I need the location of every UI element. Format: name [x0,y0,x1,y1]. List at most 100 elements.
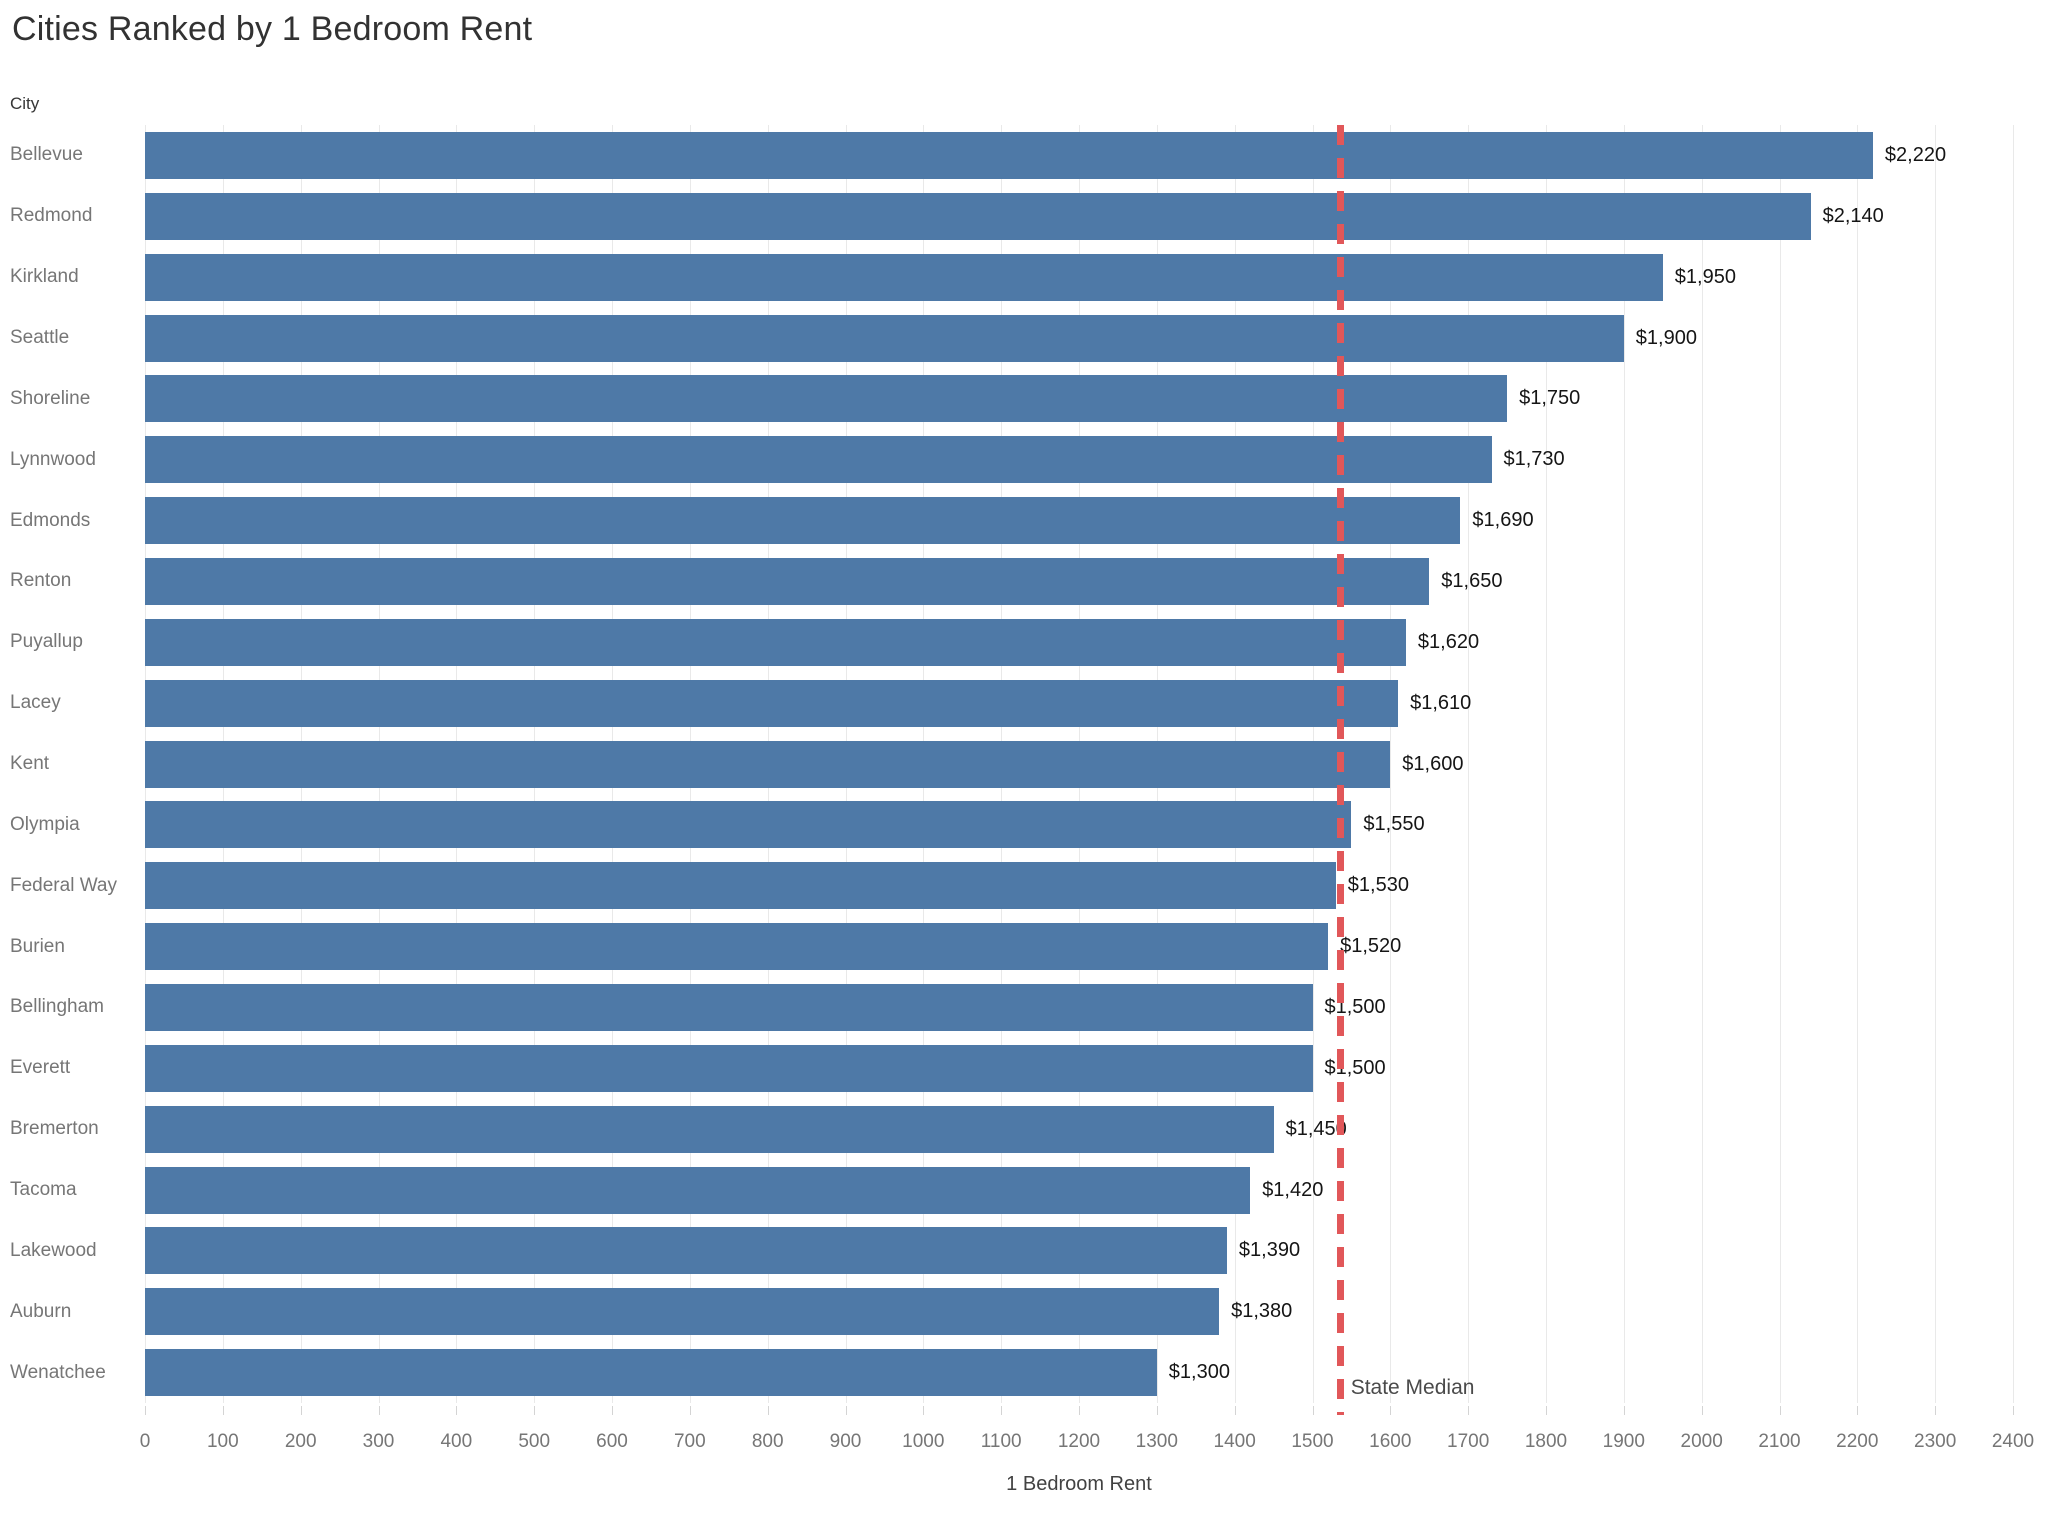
gridline [1701,125,1703,1403]
bar-value-label: $1,450 [1285,1117,1347,1140]
bar-row: $1,390 [145,1220,2013,1281]
x-tick-label: 2400 [1991,1431,2035,1452]
city-label-redmond: Redmond [10,205,93,227]
bar-row: $2,140 [145,186,2013,247]
gridline [1935,125,1937,1403]
bar-value-label: $1,520 [1340,935,1402,958]
x-tick [923,1406,925,1415]
bar-value-label: $2,220 [1884,143,1947,166]
bar-olympia[interactable] [145,801,1352,849]
x-tick [612,1406,613,1415]
bar-edmonds[interactable] [145,497,1461,545]
x-tick [1779,1406,1781,1415]
city-label-edmonds: Edmonds [10,509,91,531]
bar-renton[interactable] [145,557,1430,605]
bar-everett[interactable] [145,1044,1313,1092]
bar-burien[interactable] [145,923,1329,971]
x-tick [1312,1406,1314,1415]
bar-value-label: $2,140 [1822,204,1884,227]
bar-row: $1,300 [145,1342,2013,1403]
x-tick-label: 2000 [1680,1431,1723,1452]
x-tick-label: 700 [673,1431,706,1452]
gridline [2013,125,2014,1403]
bar-value-label: $1,620 [1417,630,1480,653]
bar-seattle[interactable] [145,314,1624,362]
city-label-tacoma: Tacoma [10,1179,77,1201]
bar-shoreline[interactable] [145,375,1508,423]
city-label-renton: Renton [10,570,72,592]
bar-value-label: $1,530 [1347,874,1409,897]
bar-value-label: $1,500 [1324,995,1386,1018]
x-tick [1079,1406,1080,1415]
x-axis-title: 1 Bedroom Rent [1006,1473,1152,1495]
city-label-column: Bellevue Redmond Kirkland Seattle Shoreline L… [10,125,142,1403]
x-tick [1623,1406,1625,1415]
bar-row: $1,650 [145,551,2013,612]
bar-rows: $2,220 $2,140 $1,950 $1,900 $1,750 $1,730 $1,6… [145,125,2013,1403]
gridline [1779,125,1781,1403]
x-tick-label: 200 [284,1431,317,1452]
x-tick [145,1406,146,1415]
bar-lacey[interactable] [145,679,1399,727]
city-label-kirkland: Kirkland [10,266,79,288]
bar-value-label: $1,380 [1231,1300,1293,1323]
bar-lynnwood[interactable] [145,436,1492,484]
bar-value-label: $1,900 [1635,326,1697,349]
x-tick-label: 300 [362,1431,395,1452]
x-tick [534,1406,536,1415]
bar-row: $2,220 [145,125,2013,186]
x-tick-label: 2100 [1758,1431,1801,1452]
bar-row: $1,690 [145,490,2013,551]
x-tick-label: 800 [751,1431,784,1452]
city-label-bellingham: Bellingham [10,996,104,1018]
x-tick [300,1406,302,1415]
city-label-burien: Burien [10,935,65,957]
x-tick-label: 2300 [1914,1431,1957,1452]
bar-value-label: $1,600 [1402,752,1464,775]
x-tick-label: 1500 [1291,1431,1334,1452]
x-tick-label: 0 [139,1431,151,1452]
bar-redmond[interactable] [145,192,1811,240]
city-label-lacey: Lacey [10,692,61,714]
bar-puyallup[interactable] [145,618,1406,666]
city-label-seattle: Seattle [10,327,70,348]
state-median-line [1336,125,1344,1415]
bar-bellevue[interactable] [145,131,1873,179]
bar-value-label: $1,500 [1324,1056,1386,1079]
x-tick-label: 100 [206,1431,239,1452]
x-tick [1857,1406,1859,1415]
x-tick-label: 1100 [980,1431,1022,1452]
bar-value-label: $1,650 [1441,569,1503,592]
bar-lakewood[interactable] [145,1227,1227,1275]
bar-bellingham[interactable] [145,983,1313,1031]
bar-federal-way[interactable] [145,862,1336,910]
bar-row: $1,600 [145,734,2013,795]
x-tick-label: 1900 [1602,1431,1645,1452]
x-tick-label: 400 [440,1431,473,1452]
bar-tacoma[interactable] [145,1166,1251,1214]
bar-kirkland[interactable] [145,253,1663,301]
x-tick [222,1406,224,1415]
x-tick-label: 1600 [1369,1431,1412,1452]
state-median-label: State Median [1350,1376,1475,1399]
x-tick [1468,1406,1470,1415]
x-tick [1001,1406,1003,1415]
city-label-federal-way: Federal Way [10,874,117,896]
city-label-lakewood: Lakewood [10,1239,97,1261]
city-label-lynnwood: Lynnwood [10,448,96,470]
bar-row: $1,380 [145,1281,2013,1342]
x-tick [378,1406,380,1415]
bar-row: $1,950 [145,247,2013,308]
bar-kent[interactable] [145,740,1391,788]
x-tick [1390,1406,1392,1415]
bar-auburn[interactable] [145,1288,1220,1336]
bar-bremerton[interactable] [145,1105,1274,1153]
gridline [1546,125,1547,1403]
bar-value-label: $1,730 [1503,448,1565,471]
x-tick [689,1406,691,1415]
plot-area: $2,220 $2,140 $1,950 $1,900 $1,750 $1,730 $1,6… [145,125,2014,1403]
city-label-wenatchee: Wenatchee [10,1361,106,1383]
gridline [1857,125,1859,1403]
bar-wenatchee[interactable] [145,1349,1157,1397]
